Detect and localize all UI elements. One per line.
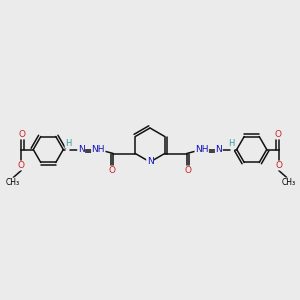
Text: O: O — [275, 161, 282, 170]
Text: N: N — [78, 145, 85, 154]
Text: O: O — [19, 130, 26, 139]
Text: N: N — [215, 145, 222, 154]
Text: CH₃: CH₃ — [282, 178, 296, 187]
Text: O: O — [109, 166, 116, 175]
Text: O: O — [184, 166, 191, 175]
Text: CH₃: CH₃ — [5, 178, 19, 187]
Text: O: O — [274, 130, 281, 139]
Text: NH: NH — [195, 145, 208, 154]
Text: N: N — [147, 158, 153, 166]
Text: NH: NH — [92, 145, 105, 154]
Text: H: H — [229, 139, 235, 148]
Text: H: H — [65, 139, 71, 148]
Text: O: O — [18, 161, 25, 170]
